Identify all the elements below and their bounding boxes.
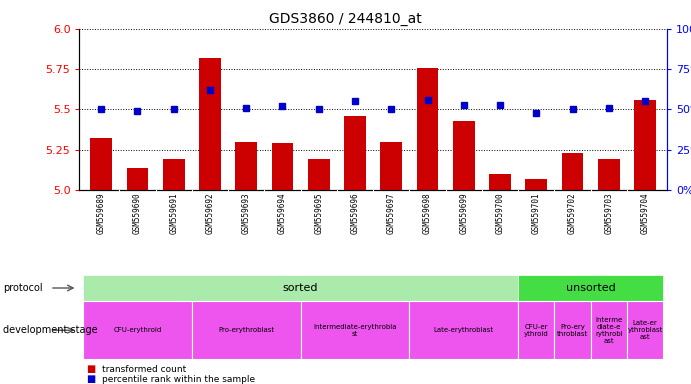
Text: Interme
diate-e
rythrobl
ast: Interme diate-e rythrobl ast xyxy=(595,317,623,344)
Text: development stage: development stage xyxy=(3,325,98,335)
Text: ■: ■ xyxy=(86,374,95,384)
Text: GSM559700: GSM559700 xyxy=(495,193,504,234)
Bar xyxy=(308,159,330,190)
Text: protocol: protocol xyxy=(3,283,43,293)
Bar xyxy=(301,301,409,359)
Bar xyxy=(518,275,663,301)
Bar xyxy=(525,179,547,190)
Bar xyxy=(126,167,149,190)
Bar xyxy=(236,142,257,190)
Text: GSM559692: GSM559692 xyxy=(205,193,214,234)
Bar xyxy=(344,116,366,190)
Bar xyxy=(91,139,112,190)
Bar xyxy=(409,301,518,359)
Bar xyxy=(591,301,627,359)
Text: Pro-erythroblast: Pro-erythroblast xyxy=(218,327,274,333)
Text: GSM559693: GSM559693 xyxy=(242,193,251,234)
Text: Late-er
ythroblast
ast: Late-er ythroblast ast xyxy=(627,320,663,340)
Text: transformed count: transformed count xyxy=(102,365,186,374)
Text: Pro-ery
throblast: Pro-ery throblast xyxy=(557,324,588,337)
Bar xyxy=(627,301,663,359)
Bar xyxy=(380,142,402,190)
Text: GSM559690: GSM559690 xyxy=(133,193,142,234)
Text: sorted: sorted xyxy=(283,283,319,293)
Text: CFU-erythroid: CFU-erythroid xyxy=(113,327,162,333)
Bar xyxy=(199,58,221,190)
Bar xyxy=(634,100,656,190)
Bar xyxy=(598,159,620,190)
Text: GSM559698: GSM559698 xyxy=(423,193,432,234)
Bar xyxy=(453,121,475,190)
Text: GSM559694: GSM559694 xyxy=(278,193,287,234)
Bar xyxy=(489,174,511,190)
Text: GSM559703: GSM559703 xyxy=(605,193,614,234)
Text: GSM559696: GSM559696 xyxy=(350,193,359,234)
Text: Late-erythroblast: Late-erythroblast xyxy=(434,327,494,333)
Text: ■: ■ xyxy=(86,364,95,374)
Text: GSM559691: GSM559691 xyxy=(169,193,178,234)
Bar xyxy=(518,301,554,359)
Text: GSM559697: GSM559697 xyxy=(387,193,396,234)
Text: GDS3860 / 244810_at: GDS3860 / 244810_at xyxy=(269,12,422,25)
Text: CFU-er
ythroid: CFU-er ythroid xyxy=(524,324,549,337)
Text: GSM559702: GSM559702 xyxy=(568,193,577,234)
Text: GSM559701: GSM559701 xyxy=(532,193,541,234)
Bar xyxy=(272,143,294,190)
Text: percentile rank within the sample: percentile rank within the sample xyxy=(102,375,255,384)
Bar xyxy=(554,301,591,359)
Text: GSM559695: GSM559695 xyxy=(314,193,323,234)
Text: Intermediate-erythrobla
st: Intermediate-erythrobla st xyxy=(313,324,397,337)
Text: GSM559689: GSM559689 xyxy=(97,193,106,234)
Bar xyxy=(163,159,184,190)
Text: GSM559704: GSM559704 xyxy=(641,193,650,234)
Bar xyxy=(83,301,192,359)
Bar xyxy=(83,275,518,301)
Bar xyxy=(417,68,438,190)
Text: unsorted: unsorted xyxy=(566,283,616,293)
Bar xyxy=(562,153,583,190)
Bar xyxy=(192,301,301,359)
Text: GSM559699: GSM559699 xyxy=(460,193,468,234)
